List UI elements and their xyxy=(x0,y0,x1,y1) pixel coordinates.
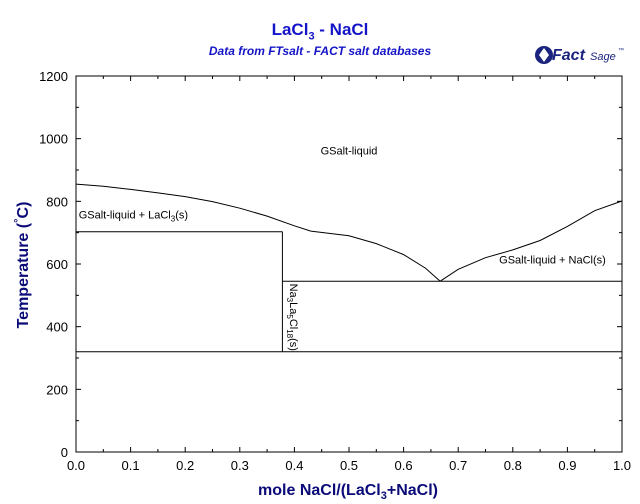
y-tick-label: 0 xyxy=(61,445,68,460)
x-label-subscript: 3 xyxy=(381,490,387,502)
y-tick-label: 800 xyxy=(46,194,68,209)
x-tick-label: 0.4 xyxy=(285,458,303,473)
x-tick-label: 0.8 xyxy=(504,458,522,473)
phase-label: GSalt-liquid + LaCl3(s) xyxy=(79,210,188,224)
x-tick-label: 0.7 xyxy=(449,458,467,473)
annotation-layer: GSalt-liquid GSalt-liquid + LaCl3(s) GSalt… xyxy=(79,145,606,351)
phase-label: GSalt-liquid + NaCl(s) xyxy=(499,254,606,266)
chart-title: LaCl3 - NaCl xyxy=(0,20,640,42)
x-tick-label: 0.0 xyxy=(67,458,85,473)
y-tick-label: 200 xyxy=(46,382,68,397)
y-label-degree: ° xyxy=(13,218,25,222)
phase-boundary-line xyxy=(75,183,311,232)
chart-subtitle: Data from FTsalt - FACT salt databases xyxy=(208,44,432,58)
x-tick-label: 0.5 xyxy=(340,458,358,473)
series-layer xyxy=(75,183,623,353)
x-tick-label: 0.6 xyxy=(395,458,413,473)
y-label-part-b: C) xyxy=(15,202,32,219)
logo-text-sage: Sage xyxy=(590,51,616,63)
x-label-part-b: +NaCl) xyxy=(387,482,438,499)
x-tick-label: 0.9 xyxy=(558,458,576,473)
x-label-part-a: mole NaCl/(LaCl xyxy=(258,482,381,499)
y-tick-label: 1000 xyxy=(39,132,68,147)
x-tick-label: 0.3 xyxy=(231,458,249,473)
title-rest: - NaCl xyxy=(314,20,369,39)
logo-trademark: ™ xyxy=(618,47,624,54)
factsage-logo: Fact Sage ™ xyxy=(535,46,624,64)
y-axis-label: Temperature (°C) xyxy=(13,202,32,329)
axes-group: 0.0 0.1 0.2 0.3 0.4 0.5 0.6 0.7 0.8 0.9 1.0 0 200 400… xyxy=(39,69,631,473)
y-tick-label: 1200 xyxy=(39,69,68,84)
x-tick-label: 0.1 xyxy=(122,458,140,473)
title-subscript: 3 xyxy=(308,30,315,43)
x-tick-label: 1.0 xyxy=(613,458,631,473)
phase-label-compound: Na3La5Cl18(s) xyxy=(285,284,299,351)
y-tick-label: 600 xyxy=(46,257,68,272)
y-label-part-a: Temperature ( xyxy=(15,222,32,328)
x-tick-label: 0.2 xyxy=(176,458,194,473)
x-axis-label: mole NaCl/(LaCl3+NaCl) xyxy=(258,482,438,502)
phase-label: GSalt-liquid xyxy=(321,145,378,157)
logo-mark xyxy=(535,46,553,64)
y-tick-label: 400 xyxy=(46,320,68,335)
phase-boundary-line xyxy=(439,200,623,282)
title-main: LaCl xyxy=(271,20,309,39)
logo-text-fact: Fact xyxy=(552,47,586,64)
phase-boundary-line xyxy=(310,230,441,282)
